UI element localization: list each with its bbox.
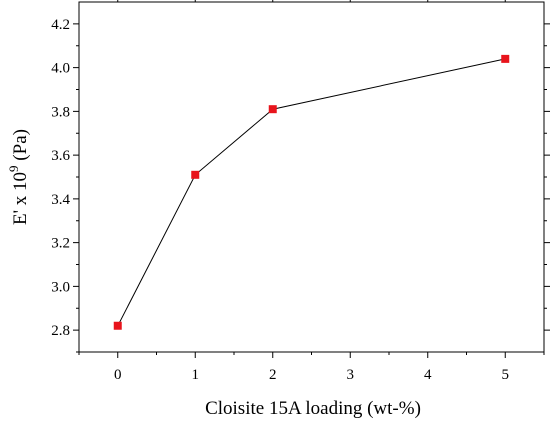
data-point-marker — [191, 170, 200, 179]
x-tick-label: 2 — [269, 367, 277, 383]
y-tick-label: 4.2 — [51, 17, 70, 33]
y-tick-labels: 2.8 3.0 3.2 3.4 3.6 3.8 4.0 4.2 — [51, 17, 70, 339]
x-tick-label: 0 — [114, 367, 122, 383]
x-tick-label: 4 — [424, 367, 432, 383]
x-tick-labels: 0 1 2 3 4 5 — [114, 367, 509, 383]
y-tick-label: 3.2 — [51, 236, 70, 252]
series-line — [117, 58, 506, 327]
data-point-marker — [268, 105, 277, 114]
plot-frame — [78, 1, 545, 353]
y-tick-label: 3.6 — [51, 148, 70, 164]
y-tick-label: 2.8 — [51, 323, 70, 339]
x-tick-label: 5 — [502, 367, 510, 383]
y-tick-label: 4.0 — [51, 61, 70, 77]
axis-ticks — [73, 0, 550, 358]
y-axis-title-suffix: (Pa) — [10, 129, 31, 165]
series-layer — [113, 54, 510, 330]
y-axis-title: E' x 109 (Pa) — [6, 129, 31, 225]
y-axis-title-prefix: E' x 10 — [10, 172, 31, 225]
y-tick-label: 3.0 — [51, 279, 70, 295]
y-axis-title-superscript: 9 — [6, 165, 21, 172]
data-point-marker — [113, 321, 122, 330]
y-tick-label: 3.4 — [51, 192, 70, 208]
data-point-marker — [501, 54, 510, 63]
y-tick-label: 3.8 — [51, 104, 70, 120]
x-axis-title: Cloisite 15A loading (wt-%) — [205, 398, 421, 419]
x-tick-label: 3 — [347, 367, 355, 383]
x-tick-label: 1 — [192, 367, 200, 383]
